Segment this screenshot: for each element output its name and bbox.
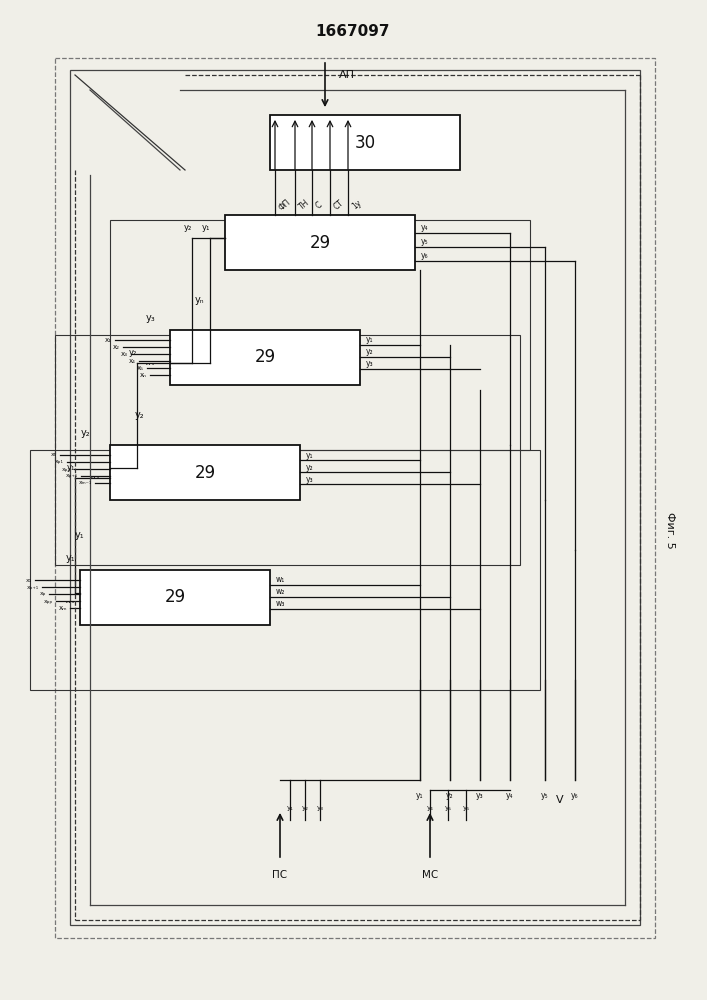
Text: xₚ₁: xₚ₁ xyxy=(55,460,64,464)
Text: x₅: x₅ xyxy=(137,365,144,371)
Text: у₁: у₁ xyxy=(366,336,373,344)
Text: x₁: x₁ xyxy=(25,578,32,582)
Text: x₅: x₅ xyxy=(51,452,57,458)
Text: x₄: x₄ xyxy=(129,358,136,364)
Text: МС: МС xyxy=(422,870,438,880)
Text: АП: АП xyxy=(339,70,355,80)
Text: x₃: x₃ xyxy=(121,351,128,357)
Text: xₚ₊₁: xₚ₊₁ xyxy=(27,584,39,589)
Text: у₁: у₁ xyxy=(201,223,210,232)
Text: ...: ... xyxy=(144,357,156,367)
Text: xₚ₂: xₚ₂ xyxy=(62,466,71,472)
Text: у₁: у₁ xyxy=(75,530,85,540)
Bar xyxy=(30,450,540,690)
Text: xₚ₊₁: xₚ₊₁ xyxy=(66,474,78,479)
Text: уₙ: уₙ xyxy=(195,295,205,305)
Bar xyxy=(80,570,270,625)
Text: СТ: СТ xyxy=(332,198,345,212)
Bar xyxy=(270,115,460,170)
Text: у₂: у₂ xyxy=(306,462,314,472)
Text: 29: 29 xyxy=(310,233,331,251)
Text: у₄: у₄ xyxy=(426,805,433,811)
Text: у₁: у₁ xyxy=(65,553,75,563)
Text: у₂: у₂ xyxy=(301,805,308,811)
Text: у₂: у₂ xyxy=(81,428,90,438)
Bar xyxy=(55,58,655,938)
Text: у₁: у₁ xyxy=(416,790,423,800)
Text: у₁: у₁ xyxy=(67,463,75,472)
Text: ...: ... xyxy=(90,470,100,480)
Text: xₘ₋₁: xₘ₋₁ xyxy=(78,481,92,486)
Text: у₅: у₅ xyxy=(421,236,428,245)
Bar xyxy=(225,215,415,270)
Text: у₂: у₂ xyxy=(366,348,373,357)
Text: 1у: 1у xyxy=(350,199,363,211)
Text: у₃: у₃ xyxy=(366,360,373,368)
Text: x₂: x₂ xyxy=(113,344,120,350)
Text: xₘ: xₘ xyxy=(59,605,67,611)
Text: у₂: у₂ xyxy=(184,223,192,232)
Text: w₁: w₁ xyxy=(276,576,285,584)
Text: xₚₚ: xₚₚ xyxy=(44,598,53,603)
Text: xₚ: xₚ xyxy=(40,591,46,596)
Text: у₄: у₄ xyxy=(421,223,428,232)
Text: у₂: у₂ xyxy=(129,348,137,357)
Bar xyxy=(70,70,640,925)
Text: у₃: у₃ xyxy=(145,313,155,323)
Text: w₂: w₂ xyxy=(276,587,286,596)
Text: у₅: у₅ xyxy=(541,790,549,800)
Text: у₅: у₅ xyxy=(445,805,452,811)
Text: V: V xyxy=(556,795,563,805)
Text: w₃: w₃ xyxy=(276,599,286,608)
Text: у₁: у₁ xyxy=(306,450,313,460)
Bar xyxy=(110,445,300,500)
Text: xₙ: xₙ xyxy=(140,372,147,378)
Text: у₆: у₆ xyxy=(571,790,579,800)
Text: 29: 29 xyxy=(255,349,276,366)
Text: Фиг. 5: Фиг. 5 xyxy=(665,512,675,548)
Text: у₆: у₆ xyxy=(462,805,469,811)
Text: 1667097: 1667097 xyxy=(316,24,390,39)
Text: у₆: у₆ xyxy=(421,250,428,259)
Text: 29: 29 xyxy=(194,464,216,482)
Text: x₁: x₁ xyxy=(105,337,112,343)
Text: 29: 29 xyxy=(165,588,185,606)
Text: С: С xyxy=(314,200,324,210)
Text: ПС: ПС xyxy=(272,870,288,880)
Text: у₃: у₃ xyxy=(306,475,314,484)
Text: у₃: у₃ xyxy=(317,805,323,811)
Text: ...: ... xyxy=(64,595,76,605)
Bar xyxy=(55,335,520,565)
Text: у₂: у₂ xyxy=(135,410,145,420)
Text: 30: 30 xyxy=(354,133,375,151)
Text: у₄: у₄ xyxy=(506,790,514,800)
Text: у₁: у₁ xyxy=(286,805,293,811)
Text: у₂: у₂ xyxy=(446,790,454,800)
Text: ФП: ФП xyxy=(277,198,292,212)
Text: у₃: у₃ xyxy=(477,790,484,800)
Bar xyxy=(170,330,360,385)
Bar xyxy=(110,220,530,450)
Text: ТН: ТН xyxy=(297,198,311,212)
